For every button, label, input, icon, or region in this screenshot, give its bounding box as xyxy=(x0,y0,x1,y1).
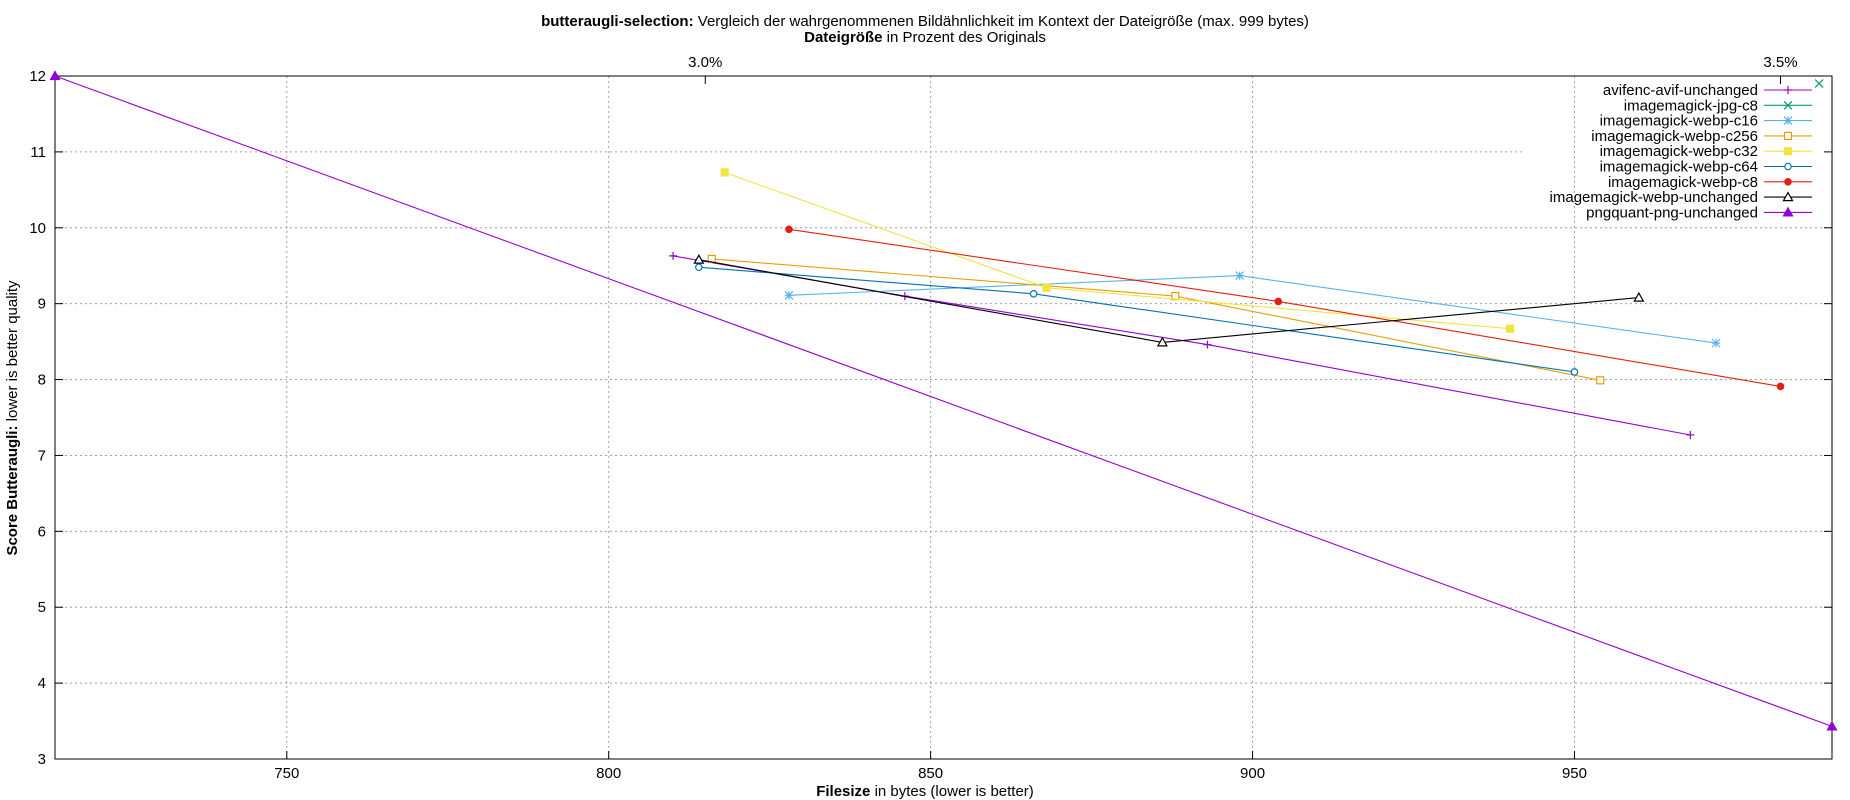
y-axis-label: Score Butteraugli: lower is better quali… xyxy=(4,280,21,556)
legend-label-pngquant-png-unchanged: pngquant-png-unchanged xyxy=(1586,204,1758,221)
y-tick-label: 12 xyxy=(29,68,46,85)
data-point-imagemagick-webp-unchanged xyxy=(1633,291,1645,302)
y-tick-label: 4 xyxy=(38,675,46,692)
x-axis-label: Filesize in bytes (lower is better) xyxy=(816,783,1034,800)
series-imagemagick-webp-c64 xyxy=(695,263,1579,376)
data-point-imagemagick-webp-c32 xyxy=(1505,324,1515,333)
series-pngquant-png-unchanged xyxy=(49,70,1838,731)
x2-axis-label-rest: in Prozent des Originals xyxy=(882,29,1045,46)
data-point-pngquant-png-unchanged xyxy=(1826,720,1838,731)
data-point-avifenc-avif-unchanged xyxy=(1686,430,1695,439)
data-point-imagemagick-webp-c16 xyxy=(1235,271,1245,281)
chart-title-bold: butteraugli-selection: xyxy=(541,13,694,30)
x2-axis-label: Dateigröße in Prozent des Originals xyxy=(804,29,1046,46)
y-tick-label: 5 xyxy=(38,599,46,616)
legend-marker-imagemagick-webp-unchanged xyxy=(1782,191,1794,202)
legend-marker-imagemagick-webp-c256 xyxy=(1783,131,1793,140)
data-point-avifenc-avif-unchanged xyxy=(669,251,678,260)
y-axis-label-bold: Score Butteraugli: xyxy=(4,426,21,556)
series-line-pngquant-png-unchanged xyxy=(54,75,1833,727)
x-tick-label: 800 xyxy=(596,765,621,782)
y-tick-label: 8 xyxy=(38,372,46,389)
y-tick-label: 11 xyxy=(30,144,46,161)
y-tick-label: 9 xyxy=(38,296,46,313)
x2-tick-label: 3.5% xyxy=(1763,54,1797,71)
data-point-imagemagick-webp-unchanged xyxy=(693,253,705,264)
legend-label-imagemagick-jpg-c8: imagemagick-jpg-c8 xyxy=(1624,97,1758,114)
legend-label-imagemagick-webp-c256: imagemagick-webp-c256 xyxy=(1591,128,1758,145)
chart-title: butteraugli-selection: Vergleich der wah… xyxy=(541,13,1309,30)
chart-title-rest: Vergleich der wahrgenommenen Bildähnlich… xyxy=(694,13,1309,30)
data-point-imagemagick-jpg-c8 xyxy=(1814,79,1824,89)
y-axis-label-rest: lower is better quality xyxy=(4,280,21,426)
legend-label-imagemagick-webp-c64: imagemagick-webp-c64 xyxy=(1600,159,1758,176)
series-line-imagemagick-webp-unchanged xyxy=(698,259,1639,343)
series-line-imagemagick-webp-c8 xyxy=(788,228,1781,387)
data-point-imagemagick-webp-unchanged xyxy=(1156,336,1168,347)
series-imagemagick-webp-c32 xyxy=(720,168,1515,333)
x-tick-label: 750 xyxy=(274,765,299,782)
data-point-imagemagick-webp-c8 xyxy=(1274,297,1283,306)
legend-marker-imagemagick-webp-c8 xyxy=(1784,178,1792,186)
data-point-imagemagick-webp-c32 xyxy=(720,168,729,177)
legend-marker-imagemagick-webp-c16 xyxy=(1783,116,1793,126)
legend-label-imagemagick-webp-c8: imagemagick-webp-c8 xyxy=(1608,174,1758,191)
series-imagemagick-jpg-c8 xyxy=(1814,79,1824,89)
data-point-pngquant-png-unchanged xyxy=(49,70,61,81)
data-point-imagemagick-webp-c16 xyxy=(1711,338,1721,348)
y-tick-label: 7 xyxy=(38,447,46,464)
series-layer xyxy=(49,70,1838,731)
x2-tick-label: 3.0% xyxy=(688,54,722,71)
plot-frame xyxy=(54,75,1833,760)
legend-marker-imagemagick-jpg-c8 xyxy=(1783,100,1793,110)
data-point-imagemagick-webp-c256 xyxy=(1596,376,1605,385)
legend-marker-pngquant-png-unchanged xyxy=(1782,206,1794,217)
legend-label-imagemagick-webp-c32: imagemagick-webp-c32 xyxy=(1600,143,1758,160)
legend-marker-avifenc-avif-unchanged xyxy=(1784,86,1792,94)
legend-label-avifenc-avif-unchanged: avifenc-avif-unchanged xyxy=(1603,82,1758,99)
data-point-imagemagick-webp-c8 xyxy=(1776,382,1785,391)
series-line-imagemagick-webp-c32 xyxy=(724,171,1511,330)
legend: avifenc-avif-unchangedimagemagick-jpg-c8… xyxy=(1550,82,1812,221)
legend-marker-imagemagick-webp-c32 xyxy=(1783,147,1793,156)
grid-layer xyxy=(55,76,1832,759)
series-imagemagick-webp-c8 xyxy=(785,225,1785,391)
series-imagemagick-webp-c16 xyxy=(784,271,1721,348)
data-point-avifenc-avif-unchanged xyxy=(1203,340,1212,349)
x-tick-label: 900 xyxy=(1240,765,1265,782)
data-point-imagemagick-webp-c64 xyxy=(1029,290,1038,298)
x2-axis-label-bold: Dateigröße xyxy=(804,29,882,46)
series-imagemagick-webp-c256 xyxy=(707,254,1605,385)
data-point-imagemagick-webp-c32 xyxy=(1042,283,1051,292)
y-tick-label: 3 xyxy=(38,751,46,768)
data-point-imagemagick-webp-c64 xyxy=(1570,368,1579,376)
data-point-imagemagick-webp-c16 xyxy=(784,290,794,300)
legend-label-imagemagick-webp-c16: imagemagick-webp-c16 xyxy=(1600,113,1758,130)
y-tick-label: 6 xyxy=(38,523,46,540)
x-tick-label: 850 xyxy=(918,765,943,782)
legend-label-imagemagick-webp-unchanged: imagemagick-webp-unchanged xyxy=(1550,189,1758,206)
legend-marker-imagemagick-webp-c64 xyxy=(1784,162,1792,171)
series-line-imagemagick-webp-c256 xyxy=(711,258,1601,381)
ticks-layer: 3 4 5 6 7 8 9 10 11 12 750 800 850 900 950 3.0% 3.5% xyxy=(29,54,1832,782)
x-tick-label: 950 xyxy=(1562,765,1587,782)
y-tick-label: 10 xyxy=(29,220,46,237)
data-point-imagemagick-webp-c64 xyxy=(695,263,703,272)
series-imagemagick-webp-unchanged xyxy=(693,253,1645,347)
x-axis-label-bold: Filesize xyxy=(816,783,870,800)
x-axis-label-rest: in bytes (lower is better) xyxy=(870,783,1033,800)
data-point-imagemagick-webp-c8 xyxy=(785,225,793,234)
